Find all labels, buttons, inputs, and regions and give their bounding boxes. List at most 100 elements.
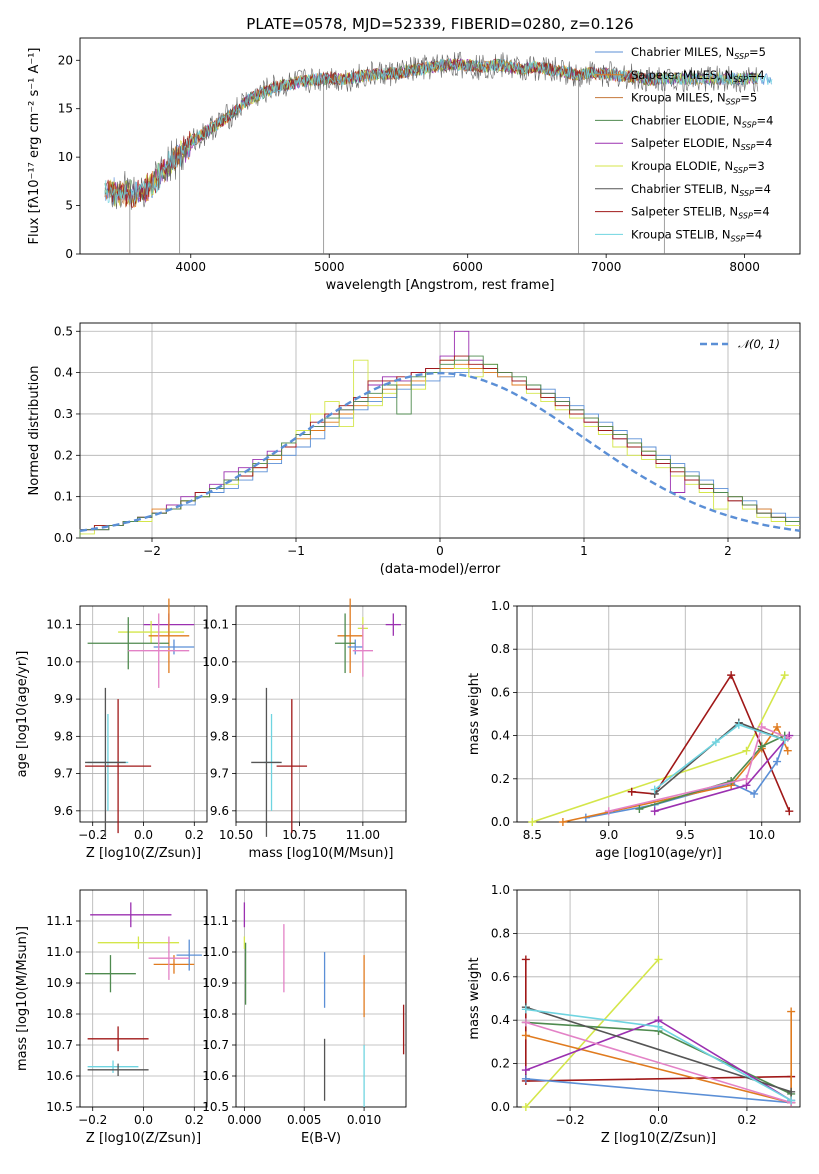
y-tick-label: 10.6: [46, 1069, 73, 1083]
mass-weight-series: [608, 725, 789, 812]
legend-entry: Salpeter STELIB, NSSP=4: [631, 205, 770, 221]
x-axis-label: Z [log10(Z/Zsun)]: [86, 846, 201, 861]
y-tick-label: 10.0: [202, 655, 229, 669]
errorbar-point: [87, 1026, 149, 1052]
x-axis-label: mass [log10(M/Msun)]: [248, 846, 393, 861]
data-point-marker: [780, 735, 789, 744]
y-tick-label: 9.9: [54, 692, 73, 706]
x-axis-label: Z [log10(Z/Zsun)]: [601, 1131, 716, 1146]
legend-entry: Chabrier ELODIE, NSSP=4: [631, 113, 773, 129]
x-tick-label: 11.00: [346, 828, 380, 842]
errorbar-point: [251, 687, 282, 837]
axes-frame: [516, 605, 801, 823]
x-tick-label: 4000: [175, 260, 206, 274]
y-tick-label: 0.8: [491, 642, 510, 656]
y-tick-label: 10.1: [46, 618, 73, 632]
x-tick-label: 7000: [591, 260, 622, 274]
y-tick-label: 11.1: [202, 914, 229, 928]
panel-Z-vs-age: −0.2 0.0 0.2 9.6 9.7 9.8 9.9 10.0 10.1 Z [log10(Z…: [15, 598, 208, 861]
mass-weight-series: [525, 1078, 792, 1104]
x-tick-label: −2: [143, 544, 161, 558]
x-tick-label: 0.000: [227, 1113, 261, 1127]
x-tick-label: 0: [436, 544, 444, 558]
errorbar-point: [90, 902, 172, 928]
y-tick-label: 0.3: [54, 407, 73, 421]
y-axis-label: Normed distribution: [27, 366, 42, 496]
data-point-marker: [757, 742, 766, 751]
data-point-marker: [528, 818, 537, 826]
x-tick-label: 6000: [452, 260, 483, 274]
legend-entry: Kroupa ELODIE, NSSP=3: [631, 159, 765, 175]
y-tick-label: 10.8: [46, 1007, 73, 1021]
data-point-marker: [773, 722, 782, 731]
y-tick-label: 9.7: [210, 767, 229, 781]
y-tick-label: 11.0: [202, 945, 229, 959]
errorbar-point: [337, 598, 363, 674]
data-point-marker: [742, 774, 751, 783]
data-point-marker: [650, 807, 659, 816]
errorbar-point: [87, 1063, 149, 1076]
x-tick-label: 2: [724, 544, 732, 558]
legend-entry: Salpeter ELODIE, NSSP=4: [631, 136, 772, 152]
x-tick-label: 8.5: [523, 828, 542, 842]
data-point-marker: [734, 720, 743, 729]
legend-entry: Kroupa MILES, NSSP=5: [631, 91, 757, 107]
y-tick-label: 10.9: [46, 976, 73, 990]
x-tick-label: 10.75: [282, 828, 316, 842]
y-tick-label: 0.2: [54, 448, 73, 462]
y-tick-label: 0.1: [54, 490, 73, 504]
data-point-marker: [650, 785, 659, 794]
data-point-marker: [787, 1087, 796, 1096]
errorbar-point: [334, 613, 356, 674]
data-point-marker: [787, 1007, 796, 1016]
y-tick-label: 1.0: [491, 883, 510, 897]
y-tick-label: 10.5: [202, 1100, 229, 1114]
panel-age-mass-weight: 8.5 9.0 9.5 10.0 0.0 0.2 0.4 0.6 0.8 1.0 age [log1…: [467, 599, 801, 861]
x-tick-label: 0.010: [347, 1113, 381, 1127]
y-tick-label: 10.5: [46, 1100, 73, 1114]
data-point-marker: [521, 1018, 530, 1027]
y-tick-label: 0.5: [54, 324, 73, 338]
data-point-marker: [654, 955, 663, 964]
errorbar-point: [97, 936, 180, 949]
errorbar-point: [385, 613, 401, 636]
data-point-marker: [785, 807, 794, 816]
data-point-marker: [783, 746, 792, 755]
data-point-marker: [787, 1096, 796, 1105]
y-tick-label: 0.2: [491, 772, 510, 786]
mass-weight-series: [631, 673, 791, 812]
x-tick-label: −0.2: [555, 1113, 584, 1127]
axes-frame: [79, 322, 801, 539]
y-tick-label: 0.4: [491, 729, 510, 743]
axes-frame: [79, 605, 208, 823]
x-axis-label: E(B-V): [301, 1131, 341, 1146]
legend-entry: Kroupa STELIB, NSSP=4: [631, 227, 762, 243]
panel-residual-histogram: −2 −1 0 1 2 0.0 0.1 0.2 0.3 0.4 0.5 (data-model)/er…: [27, 322, 801, 577]
y-tick-label: 9.9: [210, 692, 229, 706]
x-tick-label: 0.2: [185, 828, 204, 842]
axes-frame: [516, 889, 801, 1108]
errorbar-point: [148, 598, 190, 674]
x-tick-label: −0.2: [78, 828, 107, 842]
mass-weight-series: [639, 734, 786, 810]
y-tick-label: 0.6: [491, 685, 510, 699]
data-point-marker: [521, 1031, 530, 1040]
y-tick-label: 11.1: [46, 914, 73, 928]
data-point-marker: [521, 1005, 530, 1014]
data-point-marker: [521, 1066, 530, 1075]
legend-entry: Chabrier MILES, NSSP=5: [631, 45, 766, 61]
legend-entry: 𝒩(0, 1): [738, 337, 780, 351]
y-tick-label: 0.4: [491, 1013, 510, 1027]
errorbar-point: [148, 936, 190, 980]
y-tick-label: 20: [58, 53, 73, 67]
y-tick-label: 10: [58, 150, 73, 164]
data-point-marker: [711, 738, 720, 747]
errorbar-point: [276, 699, 308, 834]
y-tick-label: 11.0: [46, 945, 73, 959]
x-tick-label: 8000: [729, 260, 760, 274]
x-axis-label: wavelength [Angstrom, rest frame]: [326, 278, 555, 293]
x-tick-label: 0.2: [737, 1113, 756, 1127]
y-tick-label: 1.0: [491, 599, 510, 613]
axes-frame: [235, 889, 407, 1108]
